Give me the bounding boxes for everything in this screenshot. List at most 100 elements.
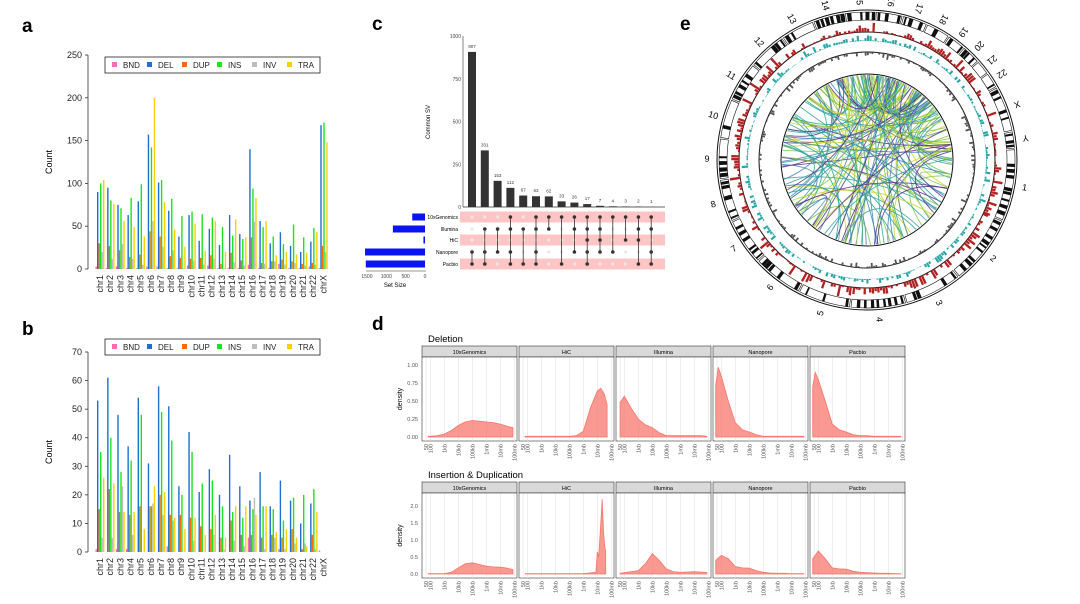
track2-bar (881, 277, 884, 281)
density-area-Nanopore (715, 554, 805, 575)
bar-chr16-INS (252, 188, 254, 269)
track3-bar (962, 206, 965, 209)
track-bar (761, 76, 767, 82)
track2-bar (806, 53, 811, 57)
track2-bar (749, 195, 754, 199)
bar-chr13-INS (221, 506, 224, 552)
track-bar (898, 283, 901, 285)
bar-chr11-DUP (200, 257, 202, 269)
track3-bar (902, 256, 906, 262)
sv-link (790, 85, 834, 197)
bar-chr8-INS (171, 198, 173, 269)
set-size-tick: 0 (424, 274, 427, 280)
track-bar (896, 35, 899, 36)
facet-panel (615, 492, 712, 579)
set-size-bar-HiC (423, 236, 425, 244)
legend-swatch-INV (252, 344, 257, 349)
bar-chr5-DUP (139, 506, 141, 552)
x-tick-label: chr4 (125, 558, 135, 576)
bar-chr19-BND (278, 549, 280, 552)
bar-chr2-TRA (113, 203, 115, 269)
track3-bar (761, 135, 766, 138)
track3-bar (972, 165, 975, 168)
track2-bar (969, 218, 972, 221)
track3-bar (937, 78, 940, 80)
track2-bar (969, 98, 973, 102)
bar-chr7-INS (160, 412, 163, 552)
track-bar (841, 33, 844, 35)
track3-bar (946, 88, 950, 93)
track3-bar (860, 52, 863, 53)
track3-bar (920, 66, 923, 70)
matrix-dot-empty (624, 262, 628, 266)
track2-bar (750, 199, 756, 204)
chromosome-label-18: 18 (937, 13, 951, 27)
track3-bar (826, 258, 829, 261)
track-bar (757, 227, 760, 231)
intersection-bar (544, 196, 553, 207)
sv-link (872, 75, 937, 121)
bar-chr21-DEL (300, 523, 302, 552)
track-bar (792, 49, 797, 55)
track-bar (774, 251, 780, 256)
matrix-dot (534, 215, 538, 219)
ideogram-band (917, 21, 924, 31)
track-bar (986, 111, 997, 117)
ideogram-band (719, 156, 728, 159)
track2-bar (863, 278, 866, 280)
track2-bar (830, 273, 834, 278)
bar-chr8-BND (166, 546, 168, 552)
track2-bar (898, 274, 902, 279)
bar-chr19-TRA (285, 251, 288, 269)
bar-chr5-DUP (139, 254, 141, 269)
bar-chr19-INV (284, 549, 286, 552)
track3-bar (781, 92, 783, 95)
track3-bar (895, 55, 898, 57)
sv-link (868, 74, 926, 114)
track2-bar (907, 271, 911, 274)
bar-chr2-INS (110, 437, 112, 552)
track2-bar (978, 198, 986, 203)
track3-bar (894, 259, 898, 265)
bar-chr6-INV (152, 221, 154, 269)
track2-bar (974, 209, 976, 212)
matrix-dot (483, 227, 487, 231)
track3-bar (919, 250, 923, 254)
track-bar (774, 69, 777, 72)
track3-bar (935, 238, 939, 242)
matrix-dot (470, 250, 474, 254)
track2-bar (958, 234, 960, 237)
x-tick-label: 50 (618, 581, 624, 587)
x-tick-label: chr9 (176, 275, 186, 293)
matrix-dot-empty (547, 238, 551, 242)
track2-bar (849, 41, 852, 43)
track2-bar (747, 148, 749, 151)
track2-bar (891, 276, 894, 279)
track3-bar (932, 74, 935, 76)
facet-row-title: Insertion & Duplication (428, 470, 523, 481)
ideogram-chr20 (958, 47, 978, 68)
bar-chr20-TRA (295, 537, 298, 552)
sv-link (783, 145, 896, 241)
bar-chr1-INV (101, 537, 103, 552)
bar-chr3-INS (120, 208, 122, 269)
bar-chr20-BND (288, 268, 290, 269)
x-tick-label: 10kb (650, 581, 656, 593)
track-bar (928, 271, 931, 273)
track-bar (903, 35, 907, 39)
track3-bar (931, 244, 934, 247)
track-bar (759, 85, 763, 89)
track-bar (858, 25, 862, 33)
track-bar (858, 287, 861, 291)
x-tick-label: 100mb (900, 581, 906, 598)
y-tick-label: 100 (67, 178, 82, 188)
set-size-tick: 500 (401, 274, 410, 280)
track3-bar (897, 262, 900, 264)
bar-chr18-BND (268, 268, 270, 269)
track2-bar (809, 53, 813, 56)
bar-chr15-INV (243, 546, 245, 552)
bar-chr12-BND (207, 265, 209, 269)
track3-bar (759, 165, 761, 167)
legend-swatch-BND (112, 344, 117, 349)
